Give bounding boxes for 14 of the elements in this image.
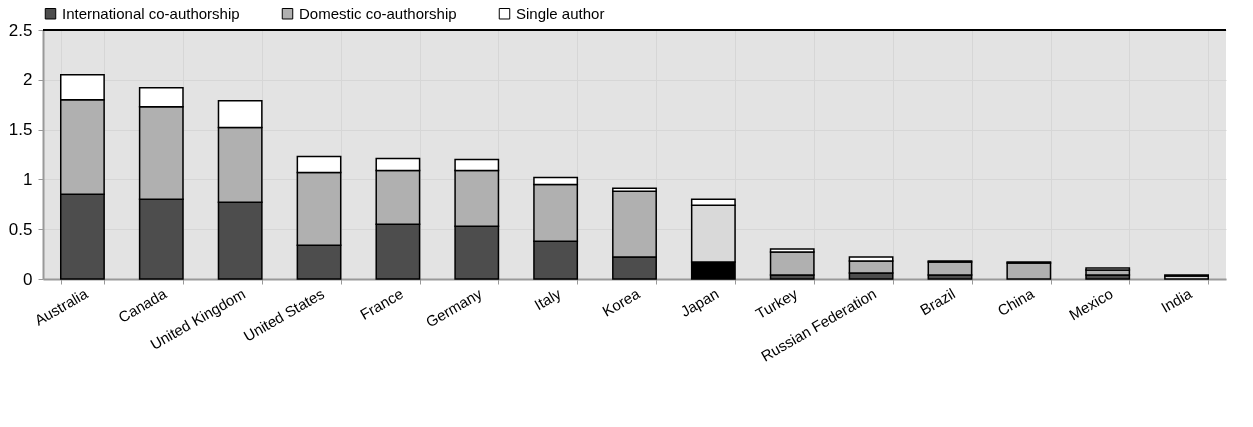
legend-label: International co-authorship xyxy=(62,4,240,22)
y-tick-label: 0.5 xyxy=(8,219,33,239)
y-tick-label: 2 xyxy=(23,70,33,90)
bar xyxy=(1006,262,1052,280)
y-tick-label: 1 xyxy=(23,169,33,189)
x-tick-label: India xyxy=(1157,284,1196,316)
x-tick-label: China xyxy=(994,284,1038,320)
y-tick-label: 0 xyxy=(23,269,33,289)
y-tick-label: 2.5 xyxy=(8,20,33,40)
x-tick-label: Italy xyxy=(531,284,565,314)
legend-label: Single author xyxy=(516,4,605,22)
y-tick-label: 1.5 xyxy=(8,120,33,140)
legend-label: Domestic co-authorship xyxy=(299,4,457,22)
bar xyxy=(769,251,815,276)
